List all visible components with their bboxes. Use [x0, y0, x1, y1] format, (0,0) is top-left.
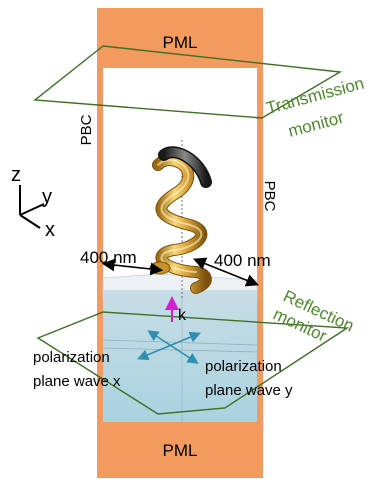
coordinate-axes — [19, 185, 45, 229]
axis-x-label: x — [45, 219, 55, 241]
pml-top-label: PML — [163, 33, 198, 52]
substrate-block — [102, 273, 258, 422]
polarization-arrows — [137, 330, 201, 364]
polarization-y-label: polarization — [205, 358, 282, 375]
pbc-right-label: PBC — [261, 181, 278, 212]
axis-y-label: y — [42, 186, 52, 208]
width-arrow-right — [193, 257, 259, 287]
width-label-left: 400 nm — [80, 248, 137, 267]
transmission-monitor-label: Transmission — [264, 74, 366, 118]
transmission-monitor-label-2: monitor — [286, 108, 346, 141]
k-vector-label: k — [178, 307, 187, 324]
pbc-left-label: PBC — [78, 114, 95, 145]
axis-z-label: z — [11, 164, 21, 186]
transmission-monitor-plane — [33, 45, 343, 119]
polarization-x-label-2: plane wave x — [33, 373, 121, 390]
width-arrow-left — [101, 258, 164, 276]
helix-dark-coating — [158, 146, 212, 188]
reflection-monitor-plane — [36, 311, 350, 415]
polarization-x-label: polarization — [33, 349, 110, 366]
pml-bottom-label: PML — [163, 441, 198, 460]
polarization-y-label-2: plane wave y — [205, 382, 293, 399]
width-label-right: 400 nm — [214, 251, 271, 270]
